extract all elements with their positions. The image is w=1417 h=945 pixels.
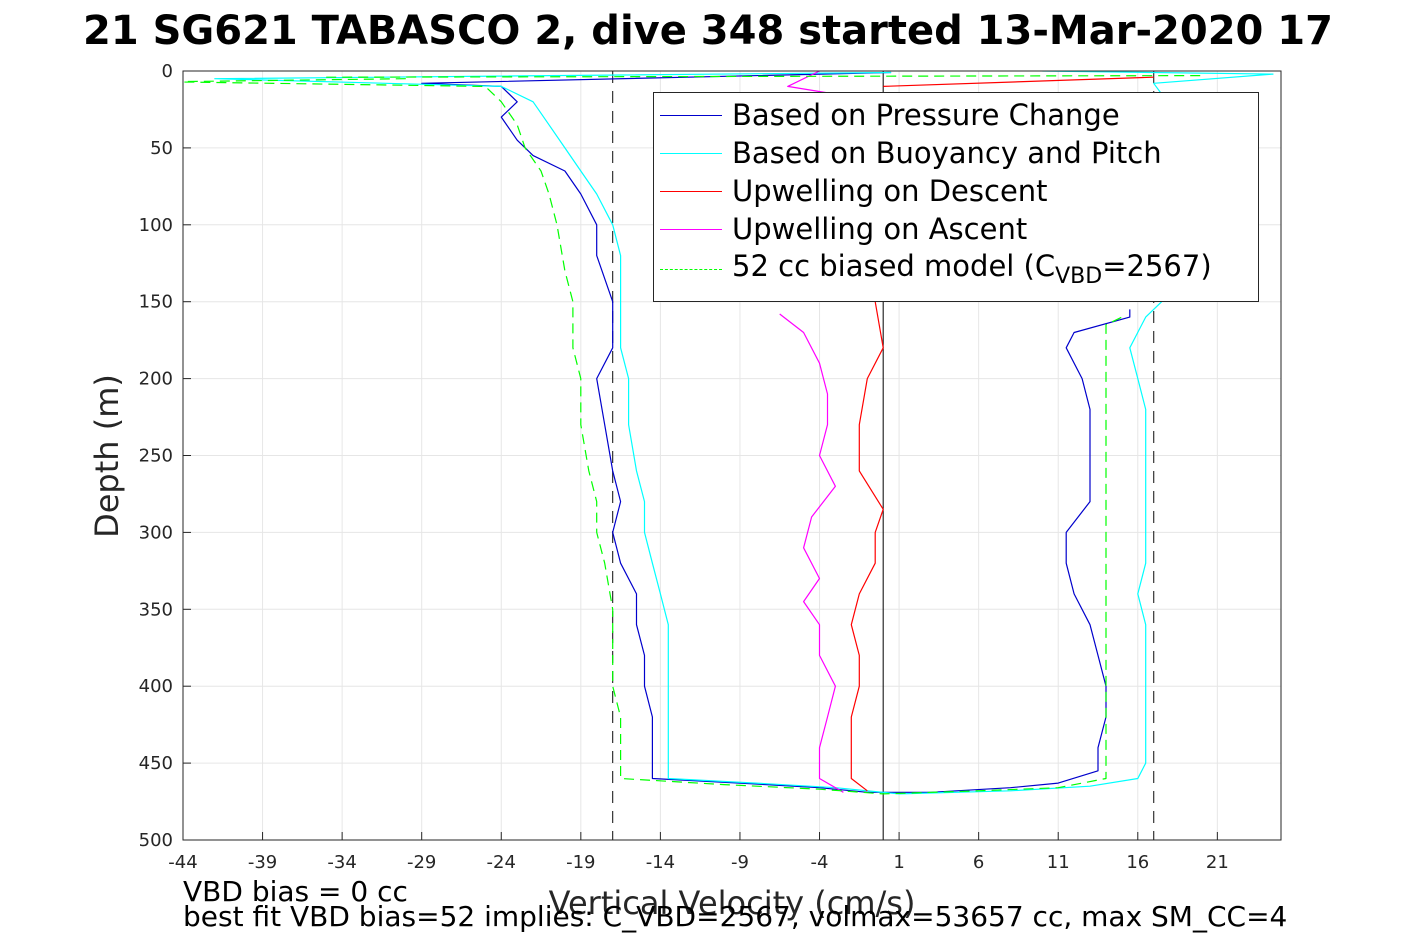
legend-model-suffix: =2567) [1102,249,1212,284]
series-line-model [326,75,1202,78]
data-series [183,71,1274,795]
legend-label-pressure: Based on Pressure Change [732,98,1120,132]
series-line-up_descent [850,301,884,792]
x-tick-label: 6 [973,852,984,873]
x-tick-label: -9 [731,852,749,873]
chart-title: 21 SG621 TABASCO 2, dive 348 started 13-… [83,8,1333,54]
y-tick-label: 200 [139,369,173,390]
y-tick-label: 0 [162,61,173,82]
y-tick-label: 450 [139,753,173,774]
axis-ticks: -44 -39 -34 -29 -24 -19 -14 -9 -4 1 6 11 16 210501001… [139,61,1229,873]
legend-swatch-model [660,268,722,270]
series-line-up_ascent [779,313,844,793]
x-tick-label: -4 [811,852,829,873]
x-tick-label: 21 [1206,852,1229,873]
y-tick-label: 300 [139,522,173,543]
legend-label-model: 52 cc biased model (CVBD=2567) [732,249,1212,289]
y-tick-label: 350 [139,599,173,620]
legend-item-up-descent: Upwelling on Descent [660,172,1048,210]
legend-item-up-ascent: Upwelling on Ascent [660,210,1027,248]
vbd-bias-note: VBD bias = 0 cc [183,875,408,908]
y-tick-label: 150 [139,292,173,313]
series-line-buoyancy [1042,71,1274,95]
x-tick-label: -34 [327,852,356,873]
legend-item-buoyancy: Based on Buoyancy and Pitch [660,134,1162,172]
x-tick-label: -14 [646,852,675,873]
x-axis-label: Vertical Velocity (cm/s) [549,884,916,922]
y-tick-label: 50 [150,138,173,159]
y-tick-label: 500 [139,830,173,851]
legend-model-subscript: VBD [1055,263,1103,289]
legend-swatch-up-descent [660,190,722,192]
y-axis-label: Depth (m) [88,374,126,538]
legend-swatch-buoyancy [660,152,722,154]
x-tick-label: -24 [487,852,516,873]
y-tick-label: 250 [139,446,173,467]
x-tick-label: -29 [407,852,436,873]
x-tick-label: 16 [1126,852,1149,873]
legend: Based on Pressure Change Based on Buoyan… [653,92,1259,302]
legend-label-up-descent: Upwelling on Descent [732,174,1048,208]
x-tick-label: -39 [248,852,277,873]
x-tick-label: -19 [566,852,595,873]
legend-label-buoyancy: Based on Buoyancy and Pitch [732,136,1162,170]
series-line-buoyancy [214,71,1163,795]
x-tick-label: 11 [1047,852,1070,873]
series-line-model [183,78,1123,795]
legend-item-pressure: Based on Pressure Change [660,96,1120,134]
legend-item-model: 52 cc biased model (CVBD=2567) [660,249,1212,289]
y-tick-label: 100 [139,215,173,236]
legend-swatch-up-ascent [660,228,722,230]
series-line-up_descent [883,76,1154,87]
series-line-pressure [421,71,1131,793]
legend-model-prefix: 52 cc biased model (C [732,249,1056,284]
best-fit-note: best fit VBD bias=52 implies: C_VBD=2567… [183,900,1288,933]
y-tick-label: 400 [139,676,173,697]
legend-label-up-ascent: Upwelling on Ascent [732,212,1028,246]
x-tick-label: 1 [893,852,904,873]
legend-swatch-pressure [660,114,722,116]
x-tick-label: -44 [168,852,197,873]
